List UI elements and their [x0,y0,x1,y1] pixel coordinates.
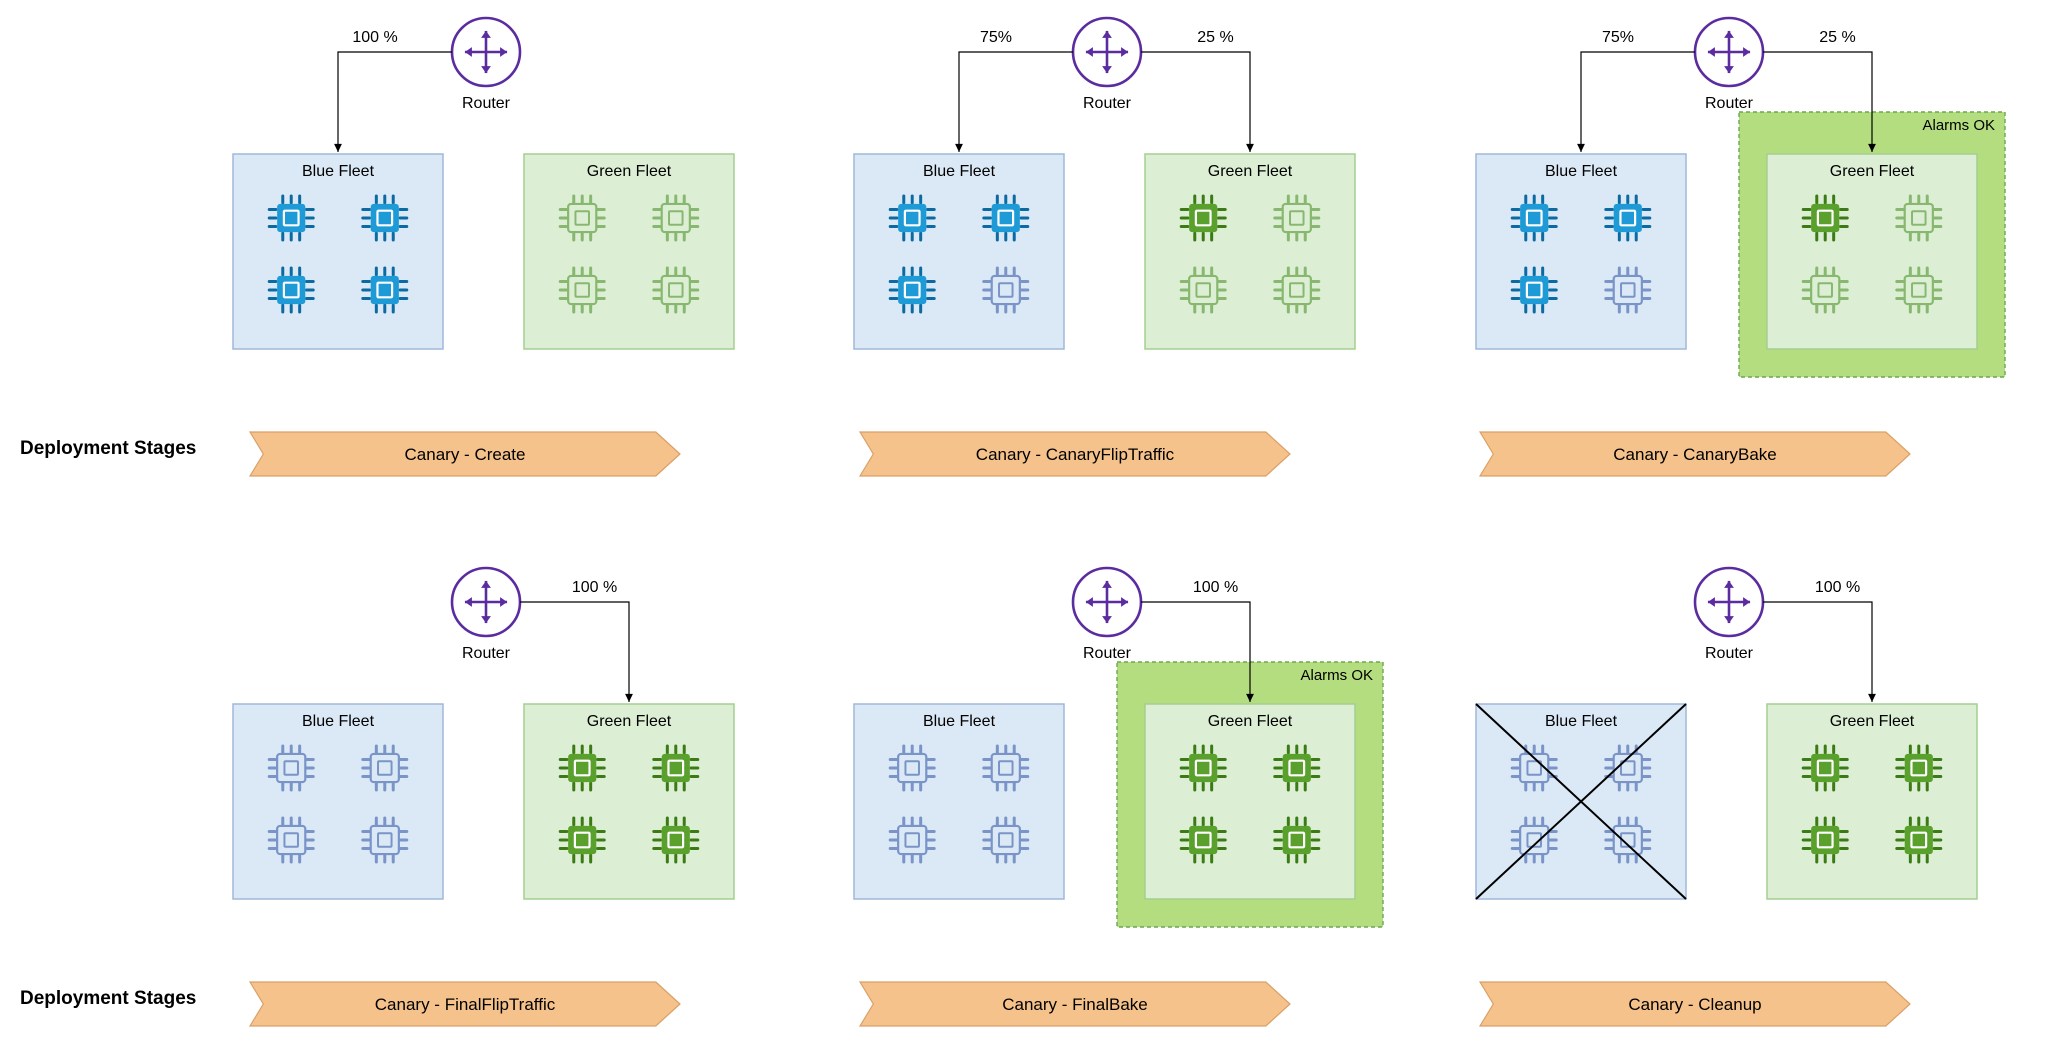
pct-to-blue: 100 % [352,29,397,46]
green-fleet-box: Green Fleet [1145,154,1355,349]
stage-arrow: Canary - Cleanup [1480,982,1910,1026]
stage-label: Canary - FinalBake [1002,995,1148,1014]
green-fleet-box: Green Fleet [524,154,734,349]
green-fleet-box: Green Fleet [524,704,734,899]
router-icon: Router [1073,18,1141,112]
blue-fleet-box: Blue Fleet [233,154,443,349]
router-icon: Router [1695,568,1763,662]
fleet-label: Green Fleet [587,163,672,180]
blue-fleet-box: Blue Fleet [854,704,1064,899]
pct-to-green: 100 % [1193,579,1238,596]
pct-to-green: 100 % [572,579,617,596]
router-icon: Router [452,568,520,662]
pct-to-green: 25 % [1819,29,1855,46]
stage-label: Canary - CanaryFlipTraffic [976,445,1175,464]
stage-label: Canary - FinalFlipTraffic [375,995,556,1014]
fleet-label: Blue Fleet [923,713,996,730]
green-fleet-box: Green Fleet [1145,704,1355,899]
router-icon: Router [1073,568,1141,662]
stage-arrow: Canary - FinalFlipTraffic [250,982,680,1026]
deployment-stages-label: Deployment Stages [20,438,196,459]
fleet-label: Blue Fleet [1545,163,1618,180]
blue-fleet-box: Blue Fleet [854,154,1064,349]
fleet-label: Green Fleet [1208,163,1293,180]
fleet-label: Blue Fleet [1545,713,1618,730]
blue-fleet-box: Blue Fleet [1476,704,1686,899]
router-label: Router [1705,645,1754,662]
router-label: Router [1083,95,1132,112]
stage-label: Canary - CanaryBake [1613,445,1776,464]
diagram-svg: Deployment Stages Blue Fleet Green Fleet Ro… [0,0,2066,1059]
stage-arrow: Canary - FinalBake [860,982,1290,1026]
stage-arrow: Canary - CanaryFlipTraffic [860,432,1290,476]
green-fleet-box: Green Fleet [1767,704,1977,899]
pct-to-green: 100 % [1815,579,1860,596]
green-fleet-box: Green Fleet [1767,154,1977,349]
fleet-label: Blue Fleet [923,163,996,180]
blue-fleet-box: Blue Fleet [233,704,443,899]
stage-arrow: Canary - CanaryBake [1480,432,1910,476]
fleet-label: Green Fleet [587,713,672,730]
pct-to-blue: 75% [1602,29,1634,46]
deployment-stages-label: Deployment Stages [20,988,196,1009]
pct-to-blue: 75% [980,29,1012,46]
router-label: Router [462,95,511,112]
fleet-label: Blue Fleet [302,713,375,730]
deployment-diagram: Deployment Stages Blue Fleet Green Fleet Ro… [0,0,2066,1059]
stage-label: Canary - Cleanup [1628,995,1761,1014]
router-label: Router [1083,645,1132,662]
stage-label: Canary - Create [405,445,526,464]
pct-to-green: 25 % [1197,29,1233,46]
fleet-label: Blue Fleet [302,163,375,180]
fleet-label: Green Fleet [1830,163,1915,180]
fleet-label: Green Fleet [1830,713,1915,730]
router-icon: Router [452,18,520,112]
router-label: Router [462,645,511,662]
router-icon: Router [1695,18,1763,112]
router-label: Router [1705,95,1754,112]
fleet-label: Green Fleet [1208,713,1293,730]
alarms-ok-label: Alarms OK [1922,117,1995,134]
alarms-ok-label: Alarms OK [1300,667,1373,684]
stage-arrow: Canary - Create [250,432,680,476]
blue-fleet-box: Blue Fleet [1476,154,1686,349]
